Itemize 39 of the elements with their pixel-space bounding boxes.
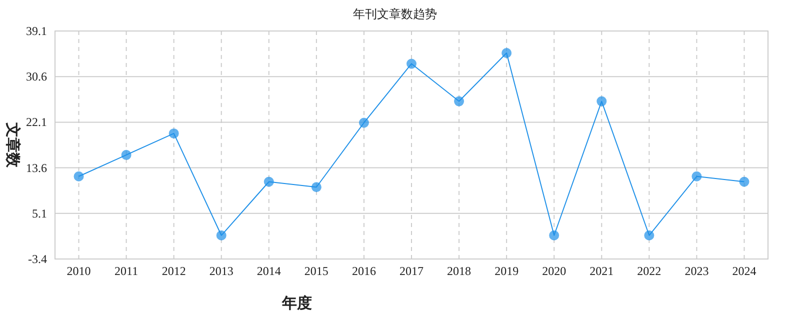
point <box>121 150 132 160</box>
point <box>739 176 750 187</box>
chart-title: 年刊文章数趋势 <box>353 7 437 21</box>
x-tick-label: 2020 <box>542 264 566 278</box>
x-tick-label: 2013 <box>209 264 234 278</box>
x-tick-label: 2012 <box>162 264 186 278</box>
x-tick-label: 2011 <box>114 264 138 278</box>
x-tick-label: 2018 <box>447 264 472 278</box>
point <box>692 171 702 182</box>
point <box>168 128 179 138</box>
x-tick-label: 2010 <box>66 264 91 278</box>
x-tick-label: 2016 <box>352 264 376 278</box>
x-tick-label: 2023 <box>684 264 709 278</box>
point <box>74 171 84 182</box>
x-tick-label: 2014 <box>256 264 281 278</box>
x-tick-label: 2017 <box>400 264 424 278</box>
x-tick-label: 2022 <box>637 264 662 278</box>
y-axis-title: 文章数 <box>4 122 22 168</box>
point <box>264 176 274 187</box>
point <box>644 230 654 240</box>
point <box>596 96 607 106</box>
point <box>311 182 322 192</box>
y-tick-label: -3.4 <box>28 252 47 266</box>
x-axis-title: 年度 <box>281 294 312 312</box>
point <box>502 48 512 58</box>
point <box>454 96 464 106</box>
y-tick-label: 22.1 <box>26 115 47 130</box>
y-tick-label: 39.1 <box>26 24 47 38</box>
point <box>358 118 369 128</box>
point <box>216 230 226 240</box>
point <box>549 230 560 240</box>
y-tick-label: 13.6 <box>26 160 47 175</box>
x-tick-label: 2019 <box>494 264 519 278</box>
x-tick-label: 2015 <box>304 264 328 278</box>
x-tick-label: 2021 <box>590 264 614 278</box>
y-tick-label: 5.1 <box>32 206 47 220</box>
point <box>406 58 416 69</box>
x-tick-label: 2024 <box>732 264 756 278</box>
y-tick-label: 30.6 <box>26 70 47 84</box>
